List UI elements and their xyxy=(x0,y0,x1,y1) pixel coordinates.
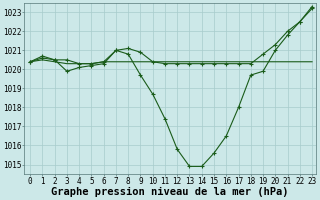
X-axis label: Graphe pression niveau de la mer (hPa): Graphe pression niveau de la mer (hPa) xyxy=(51,187,289,197)
